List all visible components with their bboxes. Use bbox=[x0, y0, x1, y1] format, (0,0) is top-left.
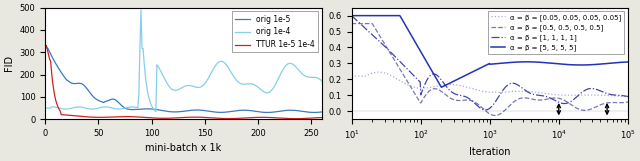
α = β = [0.05, 0.05, 0.05, 0.05] bbox=[479, 90, 487, 92]
α = β = [0.05, 0.05, 0.05, 0.05] bbox=[348, 75, 355, 77]
orig 1e-5 bbox=[310, 112, 318, 114]
orig 1e-4 bbox=[42, 107, 50, 109]
α = β = [1, 1, 1, 1] bbox=[498, 91, 506, 93]
Line: orig 1e-4: orig 1e-4 bbox=[46, 10, 322, 111]
α = β = [5, 5, 5, 5] bbox=[513, 61, 520, 63]
Line: α = β = [1, 1, 1, 1]: α = β = [1, 1, 1, 1] bbox=[351, 16, 628, 110]
TTUR 1e-5 1e-4 bbox=[76, 115, 83, 117]
TTUR 1e-5 1e-4 bbox=[318, 117, 326, 118]
orig 1e-4 bbox=[307, 76, 315, 78]
α = β = [5, 5, 5, 5] bbox=[479, 66, 487, 67]
α = β = [0.5, 0.5, 0.5, 0.5] bbox=[513, 99, 520, 101]
α = β = [5, 5, 5, 5] bbox=[437, 86, 445, 88]
α = β = [1, 1, 1, 1] bbox=[575, 94, 582, 96]
α = β = [1, 1, 1, 1] bbox=[618, 95, 626, 96]
α = β = [0.5, 0.5, 0.5, 0.5] bbox=[498, 112, 506, 114]
orig 1e-5 bbox=[157, 109, 165, 111]
α = β = [1, 1, 1, 1] bbox=[482, 109, 490, 111]
TTUR 1e-5 1e-4 bbox=[82, 116, 90, 118]
orig 1e-4 bbox=[76, 106, 83, 108]
X-axis label: Iteration: Iteration bbox=[469, 147, 511, 157]
α = β = [1, 1, 1, 1] bbox=[348, 15, 355, 17]
orig 1e-5 bbox=[76, 82, 83, 84]
orig 1e-4 bbox=[159, 75, 167, 77]
orig 1e-4 bbox=[161, 77, 168, 79]
TTUR 1e-5 1e-4 bbox=[265, 116, 273, 118]
X-axis label: mini-batch x 1k: mini-batch x 1k bbox=[145, 143, 221, 153]
α = β = [0.05, 0.05, 0.05, 0.05] bbox=[481, 91, 489, 93]
orig 1e-5 bbox=[305, 111, 313, 113]
Legend: α = β = [0.05, 0.05, 0.05, 0.05], α = β = [0.5, 0.5, 0.5, 0.5], α = β = [1, 1, 1: α = β = [0.05, 0.05, 0.05, 0.05], α = β … bbox=[488, 11, 625, 54]
α = β = [0.5, 0.5, 0.5, 0.5] bbox=[348, 23, 355, 25]
α = β = [0.5, 0.5, 0.5, 0.5] bbox=[575, 108, 582, 110]
α = β = [0.5, 0.5, 0.5, 0.5] bbox=[491, 114, 499, 116]
α = β = [5, 5, 5, 5] bbox=[498, 62, 506, 64]
orig 1e-4 bbox=[318, 80, 326, 82]
Line: α = β = [0.5, 0.5, 0.5, 0.5]: α = β = [0.5, 0.5, 0.5, 0.5] bbox=[351, 24, 628, 115]
α = β = [0.05, 0.05, 0.05, 0.05] bbox=[618, 95, 626, 97]
α = β = [0.05, 0.05, 0.05, 0.05] bbox=[624, 96, 632, 98]
α = β = [5, 5, 5, 5] bbox=[575, 64, 582, 66]
orig 1e-5 bbox=[82, 86, 90, 88]
Line: orig 1e-5: orig 1e-5 bbox=[46, 48, 322, 113]
orig 1e-5 bbox=[42, 47, 50, 49]
Line: TTUR 1e-5 1e-4: TTUR 1e-5 1e-4 bbox=[46, 46, 322, 119]
Legend: orig 1e-5, orig 1e-4, TTUR 1e-5 1e-4: orig 1e-5, orig 1e-4, TTUR 1e-5 1e-4 bbox=[232, 11, 318, 52]
α = β = [0.05, 0.05, 0.05, 0.05] bbox=[498, 91, 506, 93]
orig 1e-4 bbox=[267, 90, 275, 92]
orig 1e-4 bbox=[137, 9, 145, 11]
TTUR 1e-5 1e-4 bbox=[158, 117, 166, 119]
α = β = [5, 5, 5, 5] bbox=[624, 61, 632, 63]
orig 1e-4 bbox=[82, 107, 90, 109]
Y-axis label: FID: FID bbox=[4, 55, 14, 71]
α = β = [0.05, 0.05, 0.05, 0.05] bbox=[513, 90, 520, 92]
α = β = [0.5, 0.5, 0.5, 0.5] bbox=[624, 101, 632, 103]
Line: α = β = [5, 5, 5, 5]: α = β = [5, 5, 5, 5] bbox=[351, 16, 628, 87]
α = β = [0.5, 0.5, 0.5, 0.5] bbox=[479, 107, 486, 109]
TTUR 1e-5 1e-4 bbox=[42, 45, 50, 47]
α = β = [0.05, 0.05, 0.05, 0.05] bbox=[575, 94, 582, 96]
α = β = [5, 5, 5, 5] bbox=[618, 61, 626, 63]
α = β = [1, 1, 1, 1] bbox=[481, 109, 488, 111]
α = β = [5, 5, 5, 5] bbox=[481, 65, 489, 67]
α = β = [1, 1, 1, 1] bbox=[513, 83, 520, 85]
orig 1e-5 bbox=[265, 111, 273, 113]
TTUR 1e-5 1e-4 bbox=[157, 117, 165, 119]
α = β = [0.5, 0.5, 0.5, 0.5] bbox=[618, 102, 626, 104]
TTUR 1e-5 1e-4 bbox=[292, 118, 300, 120]
TTUR 1e-5 1e-4 bbox=[306, 117, 314, 119]
orig 1e-5 bbox=[318, 111, 326, 113]
α = β = [1, 1, 1, 1] bbox=[479, 109, 486, 110]
orig 1e-5 bbox=[158, 109, 166, 111]
Line: α = β = [0.05, 0.05, 0.05, 0.05]: α = β = [0.05, 0.05, 0.05, 0.05] bbox=[351, 72, 628, 97]
α = β = [1, 1, 1, 1] bbox=[624, 96, 632, 98]
orig 1e-4 bbox=[152, 110, 160, 112]
α = β = [0.5, 0.5, 0.5, 0.5] bbox=[481, 109, 488, 111]
α = β = [5, 5, 5, 5] bbox=[348, 15, 355, 17]
α = β = [0.05, 0.05, 0.05, 0.05] bbox=[375, 71, 383, 73]
